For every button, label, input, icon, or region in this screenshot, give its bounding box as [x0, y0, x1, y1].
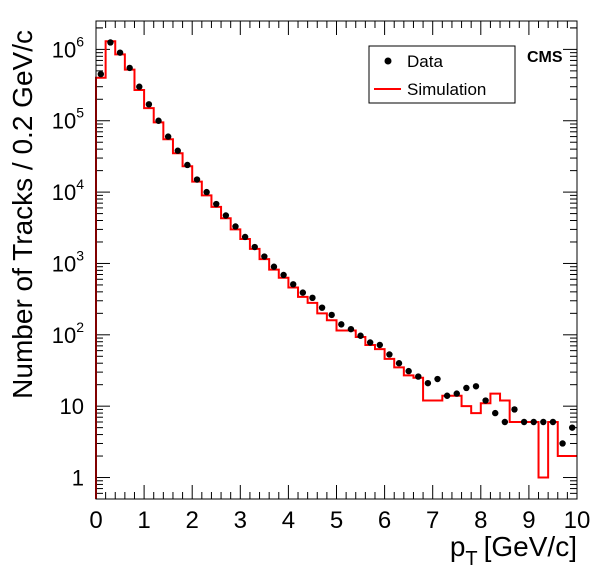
y-tick-label-exponent: 3 — [76, 247, 84, 263]
y-tick-label-exponent: 6 — [76, 33, 84, 49]
y-axis-title: Number of Tracks / 0.2 GeV/c — [7, 30, 38, 399]
data-point — [136, 83, 143, 90]
x-tick-label: 0 — [89, 507, 102, 534]
x-axis-title-symbol: p — [450, 531, 466, 562]
x-tick-label: 5 — [330, 507, 343, 534]
data-point — [415, 373, 422, 380]
y-tick-label-exponent: 2 — [76, 319, 84, 335]
y-tick-label-base: 10 — [52, 180, 76, 205]
x-tick-label: 9 — [522, 507, 535, 534]
data-point — [520, 418, 528, 426]
y-tick-label: 103 — [52, 247, 84, 276]
data-point — [126, 64, 133, 72]
data-point — [463, 384, 470, 392]
data-point — [434, 375, 441, 383]
x-tick-label: 3 — [234, 507, 247, 534]
data-point — [453, 390, 460, 397]
y-tick-label: 102 — [52, 319, 84, 348]
x-tick-labels: 0 1 2 3 4 5 6 7 8 9 10 — [89, 507, 590, 534]
simulation-series — [95, 40, 577, 499]
data-point — [482, 397, 489, 404]
y-tick-label: 10 — [60, 394, 84, 419]
data-point — [145, 101, 153, 108]
data-series — [97, 39, 576, 447]
data-point — [309, 294, 316, 302]
legend: Data Simulation — [368, 45, 516, 104]
data-point — [299, 289, 307, 296]
y-tick-label: 105 — [52, 105, 84, 134]
y-tick-label-base: 10 — [52, 323, 76, 348]
data-point — [540, 418, 547, 426]
data-point — [203, 188, 210, 196]
x-tick-label: 1 — [137, 507, 150, 534]
x-tick-label: 2 — [186, 507, 199, 534]
y-tick-label-exponent: 4 — [76, 176, 84, 192]
data-point — [443, 392, 451, 399]
data-point — [366, 339, 374, 346]
data-point — [107, 39, 114, 46]
data-point — [174, 147, 181, 154]
y-tick-label-base: 10 — [60, 394, 84, 419]
data-point — [290, 281, 297, 288]
data-point — [530, 418, 537, 426]
y-tick-label-base: 10 — [52, 251, 76, 276]
simulation-step-line — [95, 40, 577, 499]
data-point — [155, 117, 162, 124]
data-point — [193, 176, 201, 183]
data-point — [347, 325, 355, 333]
cms-label: CMS — [527, 49, 563, 66]
x-axis-title-unit: [GeV/c] — [484, 531, 577, 562]
y-tick-label: 104 — [52, 176, 84, 205]
y-tick-label-base: 10 — [52, 37, 76, 62]
y-tick-label-base: 1 — [72, 466, 84, 491]
data-point — [97, 70, 105, 78]
data-point — [472, 383, 480, 390]
data-point — [501, 418, 509, 426]
data-point — [280, 271, 287, 279]
x-tick-label: 6 — [378, 507, 391, 534]
data-point — [511, 406, 518, 413]
data-point — [116, 49, 124, 56]
data-point — [424, 379, 432, 387]
axis-ticks — [95, 21, 578, 499]
data-point — [568, 424, 576, 431]
data-point — [232, 223, 239, 230]
x-axis-title-subscript: T — [465, 548, 477, 570]
data-point — [270, 263, 278, 270]
data-point — [184, 161, 191, 169]
data-point — [405, 367, 412, 375]
data-point — [338, 321, 345, 328]
data-point — [376, 341, 383, 349]
data-point — [549, 418, 557, 426]
legend-data-label: Data — [407, 52, 443, 71]
data-point — [251, 243, 258, 251]
data-point — [222, 212, 230, 219]
legend-simulation-label: Simulation — [407, 80, 486, 99]
data-point — [395, 360, 403, 367]
data-point — [357, 332, 364, 339]
y-tick-label-base: 10 — [52, 109, 76, 134]
legend-box — [368, 45, 516, 104]
data-point — [241, 233, 249, 241]
x-tick-label: 4 — [282, 507, 295, 534]
data-point — [318, 304, 326, 311]
data-point — [328, 311, 335, 319]
y-tick-label: 106 — [52, 33, 84, 62]
x-axis-title: pT [GeV/c] — [450, 531, 577, 570]
data-point — [492, 409, 499, 417]
data-point — [559, 440, 566, 447]
legend-data-marker — [384, 57, 392, 65]
y-tick-label-exponent: 5 — [76, 105, 84, 121]
data-point — [213, 200, 220, 208]
x-tick-label: 7 — [426, 507, 439, 534]
data-point — [164, 133, 172, 140]
data-point — [261, 253, 268, 260]
y-tick-label: 1 — [72, 466, 84, 491]
x-tick-label: 10 — [564, 507, 591, 534]
x-tick-label: 8 — [474, 507, 487, 534]
plot-frame — [95, 20, 578, 500]
data-point — [386, 351, 393, 358]
